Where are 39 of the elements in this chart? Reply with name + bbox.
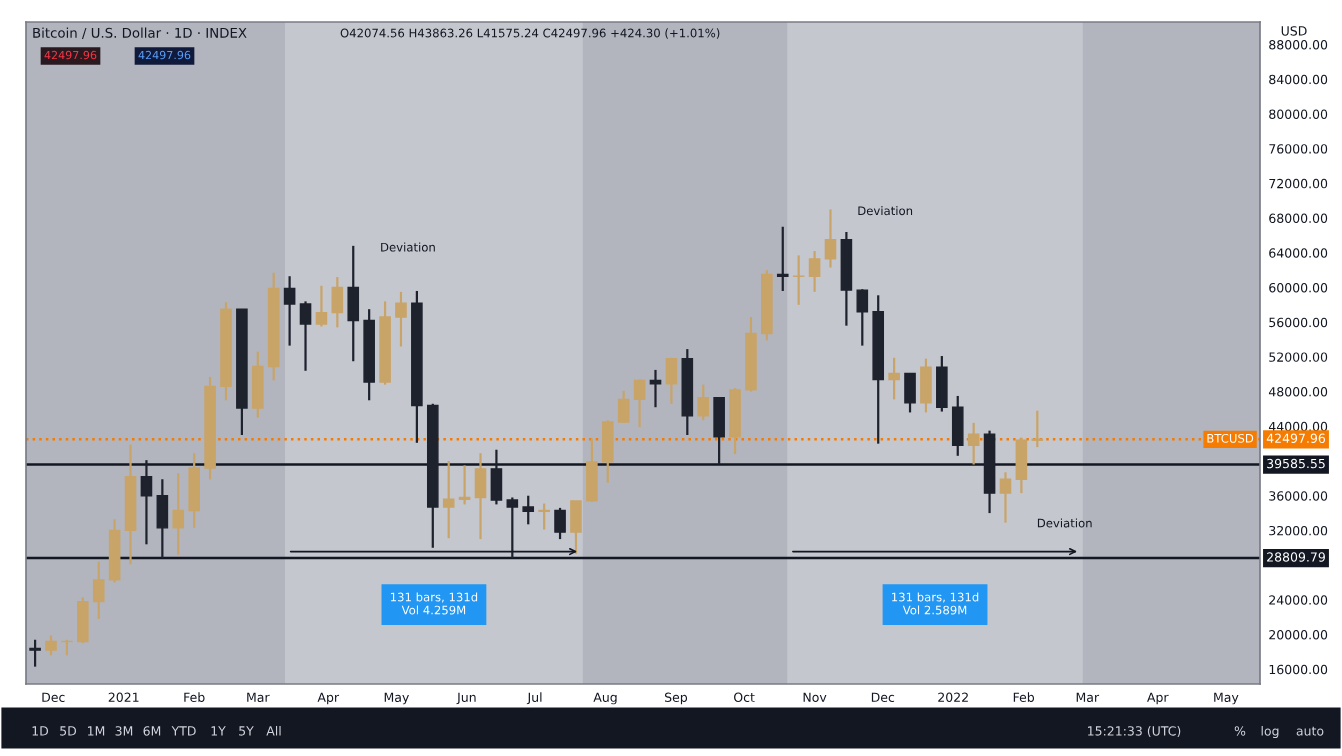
candlestick bbox=[999, 471, 1012, 524]
candlestick bbox=[808, 249, 821, 293]
candlestick bbox=[331, 275, 344, 329]
candlestick bbox=[554, 506, 566, 541]
candlestick bbox=[920, 357, 932, 414]
candlestick bbox=[29, 638, 41, 668]
candlestick bbox=[522, 494, 535, 526]
candlestick bbox=[315, 284, 328, 328]
candlestick bbox=[458, 464, 471, 506]
candlestick bbox=[538, 502, 550, 531]
candlestick bbox=[283, 275, 296, 347]
candlestick bbox=[347, 244, 360, 363]
candlestick bbox=[92, 560, 105, 621]
candlestick bbox=[665, 356, 678, 405]
candlestick bbox=[474, 452, 487, 541]
candlestick bbox=[442, 459, 455, 540]
candlestick bbox=[1015, 436, 1028, 495]
candlestick bbox=[1031, 409, 1044, 449]
candlestick bbox=[617, 389, 630, 424]
candlestick bbox=[633, 378, 646, 429]
candlestick bbox=[951, 394, 964, 457]
candlestick bbox=[586, 437, 598, 503]
candlestick bbox=[697, 383, 710, 422]
candlestick bbox=[856, 288, 869, 347]
candlestick bbox=[188, 452, 200, 529]
candlestick bbox=[77, 596, 89, 645]
candlestick bbox=[395, 290, 407, 348]
candlestick bbox=[936, 354, 948, 413]
candlestick bbox=[601, 419, 614, 484]
candlestick bbox=[172, 472, 185, 556]
candlestick bbox=[776, 225, 789, 293]
candlestick bbox=[299, 300, 312, 372]
candlestick bbox=[251, 350, 264, 419]
candlestick bbox=[967, 421, 980, 466]
candlestick bbox=[904, 372, 916, 414]
candlestick bbox=[45, 634, 57, 657]
candlestick bbox=[824, 208, 837, 269]
candlestick bbox=[729, 387, 741, 456]
candlestick bbox=[888, 356, 900, 401]
